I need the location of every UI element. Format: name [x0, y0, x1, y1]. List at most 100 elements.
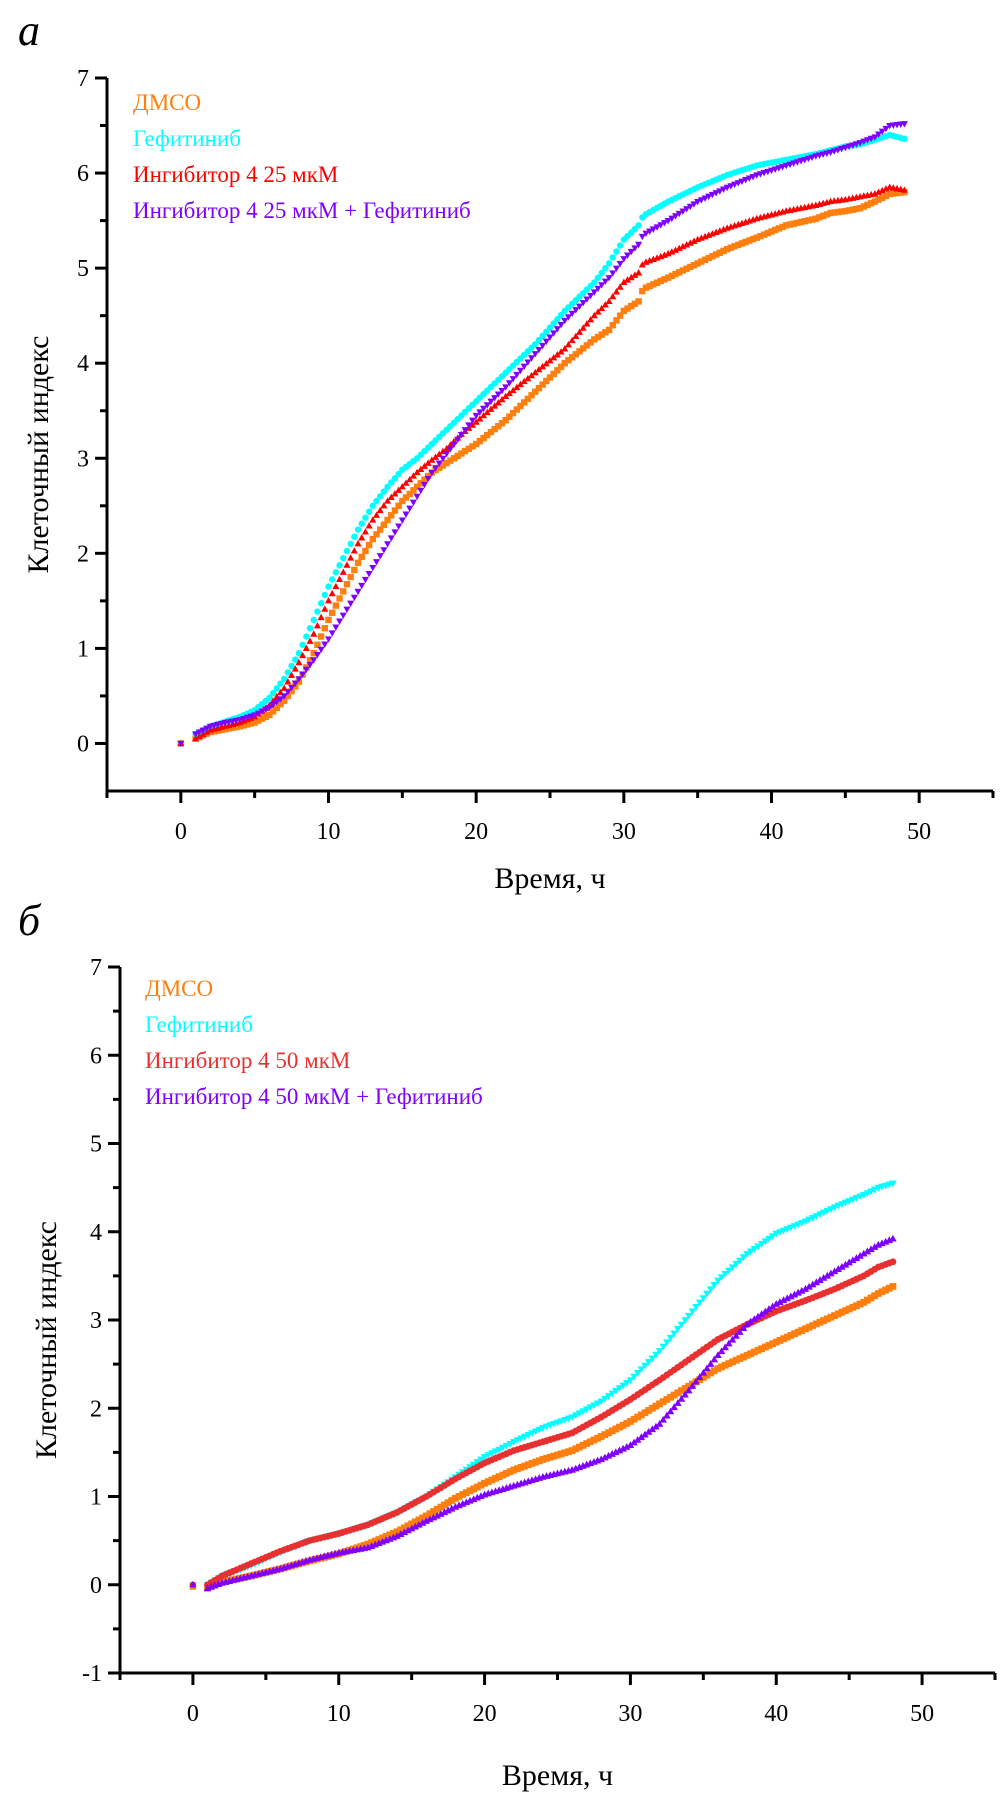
data-point: [659, 1415, 667, 1423]
data-point: [397, 1526, 405, 1534]
data-point: [765, 1235, 773, 1243]
data-point: [708, 191, 716, 199]
data-point: [677, 1321, 686, 1329]
data-point: [269, 708, 277, 715]
data-point: [736, 1355, 744, 1363]
data-point: [495, 422, 502, 430]
data-point: [616, 312, 624, 319]
data-point: [612, 1387, 620, 1395]
data-point: [446, 441, 454, 448]
data-point: [586, 1438, 594, 1446]
data-point: [452, 1494, 459, 1502]
data-point: [681, 1384, 689, 1392]
y-tick-label: 6: [77, 161, 89, 187]
data-point: [420, 462, 429, 469]
data-point: [639, 287, 646, 295]
data-point: [388, 479, 395, 486]
data-point: [790, 1290, 799, 1298]
data-point: [699, 1373, 707, 1381]
data-point: [729, 1358, 736, 1366]
x-tick-label: 50: [910, 1701, 934, 1727]
data-point: [845, 1258, 853, 1266]
data-point: [387, 535, 395, 542]
data-point: [750, 1315, 759, 1323]
data-point: [602, 264, 609, 272]
x-tick-label: 10: [317, 819, 341, 845]
data-point: [402, 479, 410, 486]
data-point: [524, 395, 532, 403]
data-point: [395, 470, 402, 478]
data-point: [641, 1362, 649, 1370]
data-point: [743, 1351, 751, 1359]
data-point: [660, 220, 668, 227]
data-point: [387, 493, 395, 501]
data-point: [627, 248, 635, 256]
data-point: [580, 345, 587, 352]
series-3: [189, 1258, 897, 1589]
data-point: [608, 1390, 616, 1398]
y-tick-label: 1: [77, 636, 89, 662]
data-point: [199, 727, 207, 734]
data-point: [878, 186, 886, 194]
data-point: [418, 1519, 427, 1526]
data-point: [634, 1413, 642, 1421]
data-point: [690, 237, 698, 244]
data-point: [572, 1445, 580, 1453]
data-point: [532, 388, 539, 395]
data-point: [597, 1433, 605, 1440]
data-point: [459, 1491, 467, 1498]
data-point: [641, 1409, 649, 1417]
data-point: [439, 455, 447, 463]
data-point: [664, 274, 672, 281]
data-point: [553, 351, 561, 358]
data-point: [849, 206, 856, 213]
data-point: [295, 649, 303, 657]
data-point: [809, 1322, 817, 1329]
data-point: [705, 193, 713, 201]
data-point: [347, 554, 355, 561]
data-point: [332, 624, 340, 631]
data-point: [343, 581, 351, 588]
data-point: [524, 359, 532, 366]
data-point: [455, 1492, 463, 1500]
data-point: [373, 497, 380, 505]
data-point: [303, 633, 310, 640]
data-point: [655, 1348, 664, 1355]
data-point: [498, 395, 506, 403]
data-point: [727, 244, 735, 251]
data-point: [417, 487, 425, 495]
data-point: [502, 1442, 511, 1450]
data-point: [336, 562, 343, 569]
data-point: [601, 278, 609, 286]
data-point: [721, 1361, 729, 1369]
legend-entry: Ингибитор 4 50 мкМ + Гефитиниб: [145, 1084, 483, 1109]
data-point: [671, 213, 680, 220]
data-point: [646, 282, 653, 290]
panel-label: а: [18, 6, 40, 55]
data-point: [805, 1282, 813, 1290]
data-point: [739, 1254, 748, 1262]
data-point: [535, 1457, 543, 1465]
data-point: [276, 696, 285, 703]
data-point: [655, 1420, 664, 1427]
data-point: [517, 402, 524, 410]
data-point: [576, 303, 584, 310]
data-point: [776, 1337, 784, 1344]
data-point: [487, 405, 495, 412]
data-point: [671, 246, 680, 253]
data-point: [457, 431, 465, 439]
data-point: [714, 1351, 722, 1359]
data-point: [765, 1305, 773, 1312]
data-point: [867, 200, 875, 207]
data-point: [666, 1407, 675, 1415]
y-tick-label: 4: [90, 1220, 102, 1246]
legend-entry: ДМСО: [133, 90, 201, 115]
x-axis-title: Время, ч: [502, 1759, 613, 1792]
data-point: [430, 1508, 437, 1515]
data-point: [878, 1288, 886, 1296]
data-point: [539, 332, 546, 340]
data-point: [417, 480, 424, 487]
data-point: [871, 198, 879, 205]
data-point: [520, 377, 528, 385]
data-point: [750, 1246, 759, 1253]
